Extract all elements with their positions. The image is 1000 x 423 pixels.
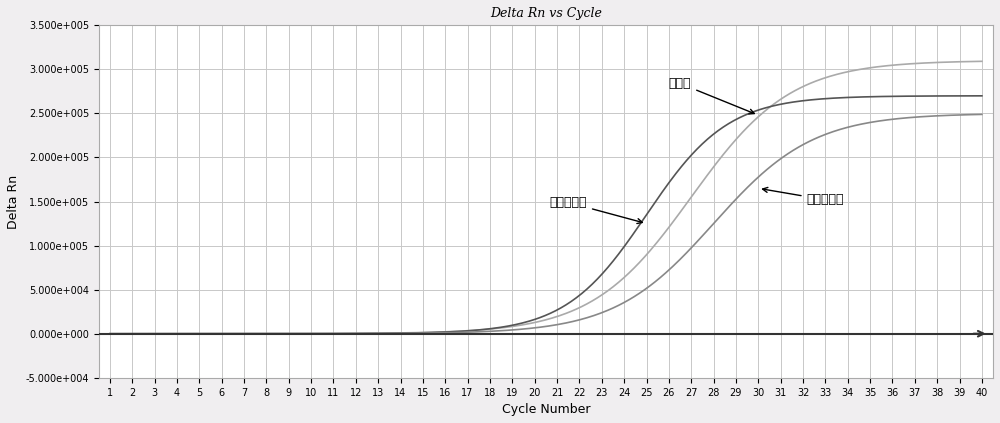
Text: 淡球菌: 淡球菌	[669, 77, 754, 114]
Y-axis label: Delta Rn: Delta Rn	[7, 174, 20, 228]
Title: Delta Rn vs Cycle: Delta Rn vs Cycle	[490, 7, 602, 20]
X-axis label: Cycle Number: Cycle Number	[502, 403, 590, 416]
Text: 解脾支原体: 解脾支原体	[549, 196, 642, 223]
Text: 沙眼衣原体: 沙眼衣原体	[763, 187, 844, 206]
